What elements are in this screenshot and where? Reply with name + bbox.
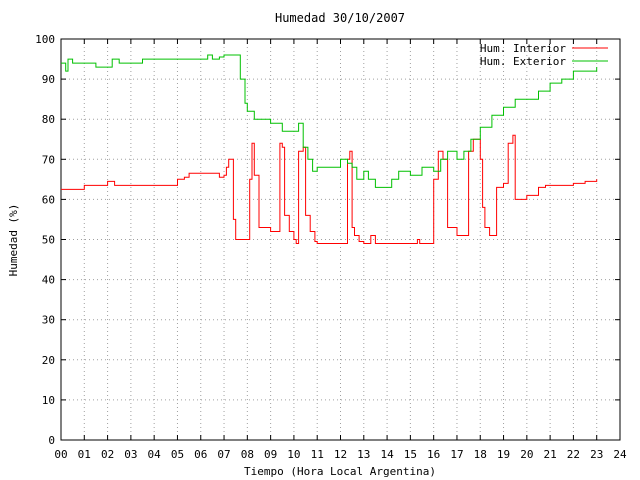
x-tick-label: 06 bbox=[194, 448, 207, 461]
series-layer bbox=[61, 54, 598, 244]
y-tick-labels: 0 10 20 30 40 50 60 70 80 90 100 bbox=[35, 33, 55, 447]
chart-title: Humedad 30/10/2007 bbox=[275, 11, 405, 25]
x-tick-label: 10 bbox=[287, 448, 300, 461]
legend-label-interior: Hum. Interior bbox=[480, 42, 566, 55]
y-tick-label: 90 bbox=[42, 73, 55, 86]
x-tick-label: 09 bbox=[264, 448, 277, 461]
x-tick-label: 03 bbox=[124, 448, 137, 461]
x-tick-label: 08 bbox=[241, 448, 254, 461]
x-tick-label: 15 bbox=[404, 448, 417, 461]
x-tick-label: 20 bbox=[520, 448, 533, 461]
y-tick-label: 0 bbox=[48, 434, 55, 447]
y-tick-label: 10 bbox=[42, 394, 55, 407]
x-tick-label: 24 bbox=[613, 448, 627, 461]
x-axis-label: Tiempo (Hora Local Argentina) bbox=[244, 465, 436, 478]
legend-label-exterior: Hum. Exterior bbox=[480, 55, 566, 68]
x-tick-label: 12 bbox=[334, 448, 347, 461]
x-tick-label: 21 bbox=[544, 448, 557, 461]
x-tick-label: 07 bbox=[217, 448, 230, 461]
y-tick-label: 30 bbox=[42, 314, 55, 327]
x-tick-label: 11 bbox=[311, 448, 324, 461]
x-tick-label: 01 bbox=[78, 448, 91, 461]
x-tick-label: 23 bbox=[590, 448, 603, 461]
y-tick-label: 40 bbox=[42, 274, 55, 287]
y-tick-label: 80 bbox=[42, 113, 55, 126]
y-tick-label: 100 bbox=[35, 33, 55, 46]
x-tick-label: 13 bbox=[357, 448, 370, 461]
tick-marks bbox=[60, 38, 621, 441]
x-tick-label: 05 bbox=[171, 448, 184, 461]
y-axis-label: Humedad (%) bbox=[7, 204, 20, 277]
y-tick-label: 60 bbox=[42, 193, 55, 206]
x-tick-labels: 00 01 02 03 04 05 06 07 08 09 10 11 12 13 14 15 16 17 18 19… bbox=[54, 448, 627, 461]
x-tick-label: 16 bbox=[427, 448, 440, 461]
legend: Hum. Interior Hum. Exterior bbox=[480, 42, 608, 68]
x-tick-label: 17 bbox=[450, 448, 463, 461]
x-tick-label: 02 bbox=[101, 448, 114, 461]
series-line-hum-interior bbox=[61, 134, 598, 244]
y-tick-label: 20 bbox=[42, 354, 55, 367]
x-tick-label: 04 bbox=[148, 448, 162, 461]
series-line-hum-exterior bbox=[61, 54, 598, 188]
x-tick-label: 19 bbox=[497, 448, 510, 461]
x-tick-label: 14 bbox=[380, 448, 394, 461]
y-tick-label: 50 bbox=[42, 234, 55, 247]
x-tick-label: 00 bbox=[54, 448, 67, 461]
x-tick-label: 18 bbox=[474, 448, 487, 461]
y-tick-label: 70 bbox=[42, 153, 55, 166]
x-tick-label: 22 bbox=[567, 448, 580, 461]
